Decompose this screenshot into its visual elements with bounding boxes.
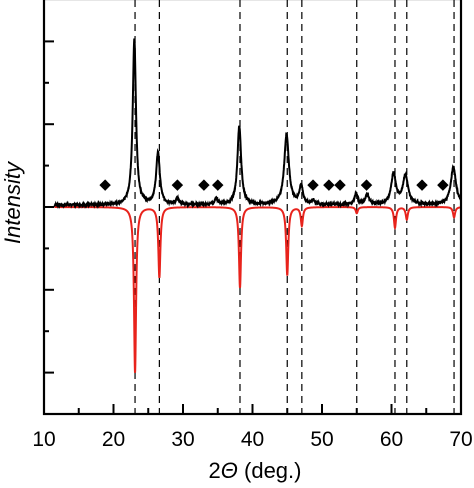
x-tick-label: 60 — [380, 428, 403, 451]
measured-pattern-line — [53, 38, 462, 210]
impurity-marker: ◆ — [307, 175, 319, 193]
x-axis-label: 2Θ (deg.) — [209, 458, 302, 483]
x-tick-label: 30 — [171, 428, 194, 451]
x-tick-label: 10 — [32, 428, 55, 451]
impurity-marker: ◆ — [172, 175, 184, 193]
x-tick-label: 20 — [102, 428, 125, 451]
x-tick-labels: 10 20 30 40 50 60 70 — [32, 428, 472, 451]
reference-pattern-line — [54, 206, 462, 373]
y-axis-label: Intensity — [0, 160, 25, 244]
impurity-markers: ◆ ◆ ◆ ◆ ◆ ◆ ◆ ◆ ◆ ◆ — [99, 175, 449, 193]
x-axis-label-prefix: 2 — [209, 458, 221, 483]
x-tick-label: 40 — [241, 428, 264, 451]
x-tick-label: 50 — [310, 428, 333, 451]
axes — [42, 0, 463, 416]
impurity-marker: ◆ — [212, 175, 224, 193]
impurity-marker: ◆ — [334, 175, 346, 193]
measured-series — [53, 38, 462, 210]
impurity-marker: ◆ — [437, 175, 449, 193]
impurity-marker: ◆ — [323, 175, 335, 193]
impurity-marker: ◆ — [198, 175, 210, 193]
x-axis-label-symbol: Θ — [221, 458, 238, 483]
impurity-marker: ◆ — [416, 175, 428, 193]
guide-lines — [134, 0, 455, 414]
reference-series — [54, 206, 462, 373]
impurity-marker: ◆ — [99, 175, 111, 193]
x-tick-label: 70 — [449, 428, 472, 451]
impurity-marker: ◆ — [361, 175, 373, 193]
x-axis-label-suffix: (deg.) — [238, 458, 302, 483]
